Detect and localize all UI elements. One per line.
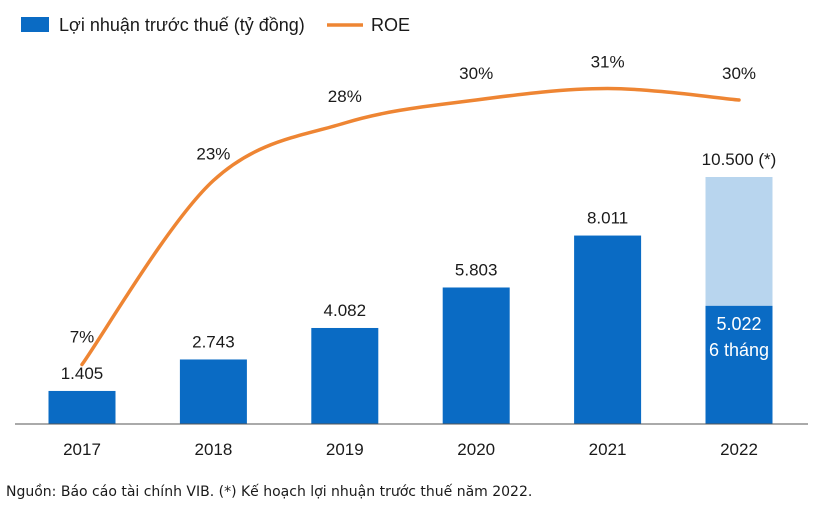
bar-label-2020: 5.803: [455, 260, 498, 279]
roe-series: [80, 86, 741, 367]
bar-2019: [311, 327, 379, 424]
bar-2021: [574, 235, 642, 424]
x-tick-2020: 2020: [457, 440, 495, 459]
data-labels: 10.500 (*) 1.405 2.743 4.082 5.803 8.011 5.022…: [61, 53, 777, 383]
bar-note-2022: 6 tháng: [709, 340, 769, 360]
source-note: Nguồn: Báo cáo tài chính VIB. (*) Kế hoạ…: [6, 484, 533, 500]
legend-swatch-profit: [21, 17, 49, 32]
bar-label-2019: 4.082: [324, 301, 367, 320]
bar-label-2018: 2.743: [192, 332, 235, 351]
bar-2017: [48, 390, 116, 424]
roe-label-2019: 28%: [328, 87, 362, 106]
roe-line: [80, 86, 741, 367]
x-axis-ticks: 2017 2018 2019 2020 2021 2022: [63, 440, 758, 459]
bar-2022: [705, 305, 773, 424]
x-tick-2022: 2022: [720, 440, 758, 459]
x-tick-2019: 2019: [326, 440, 364, 459]
legend-label-profit: Lợi nhuận trước thuế (tỷ đồng): [59, 15, 305, 35]
profit-roe-chart: Lợi nhuận trước thuế (tỷ đồng) ROE 2017 2…: [15, 15, 808, 459]
x-tick-2018: 2018: [194, 440, 232, 459]
legend: Lợi nhuận trước thuế (tỷ đồng) ROE: [21, 15, 410, 35]
roe-label-2018: 23%: [196, 145, 230, 164]
bar-label-plan-2022: 10.500 (*): [702, 150, 777, 169]
bar-2020: [442, 287, 510, 424]
legend-label-roe: ROE: [371, 15, 410, 35]
bar-label-2021: 8.011: [587, 209, 628, 228]
bar-2018: [179, 359, 247, 424]
bars: [48, 177, 773, 424]
x-tick-2017: 2017: [63, 440, 101, 459]
roe-label-2021: 31%: [591, 53, 625, 72]
roe-label-2022: 30%: [722, 64, 756, 83]
bar-label-2017: 1.405: [61, 364, 104, 383]
roe-label-2020: 30%: [459, 64, 493, 83]
roe-label-2017: 7%: [70, 328, 95, 347]
bar-label-2022: 5.022: [716, 314, 761, 334]
x-tick-2021: 2021: [589, 440, 627, 459]
